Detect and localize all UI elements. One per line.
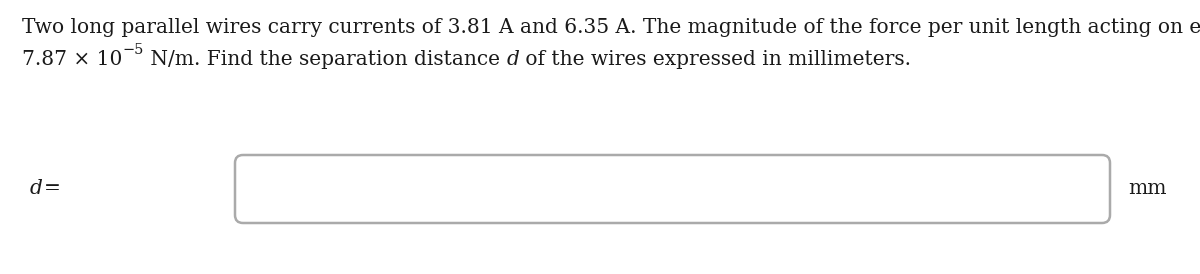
Text: mm: mm [1128,179,1166,198]
Text: N/m. Find the separation distance: N/m. Find the separation distance [144,50,506,69]
Text: of the wires expressed in millimeters.: of the wires expressed in millimeters. [520,50,911,69]
Text: −5: −5 [122,43,144,57]
Text: 7.87 × 10: 7.87 × 10 [22,50,122,69]
Text: d: d [506,50,520,69]
Text: d: d [30,179,43,198]
Text: Two long parallel wires carry currents of 3.81 A and 6.35 A. The magnitude of th: Two long parallel wires carry currents o… [22,18,1200,37]
Text: =: = [44,179,61,198]
FancyBboxPatch shape [235,155,1110,223]
